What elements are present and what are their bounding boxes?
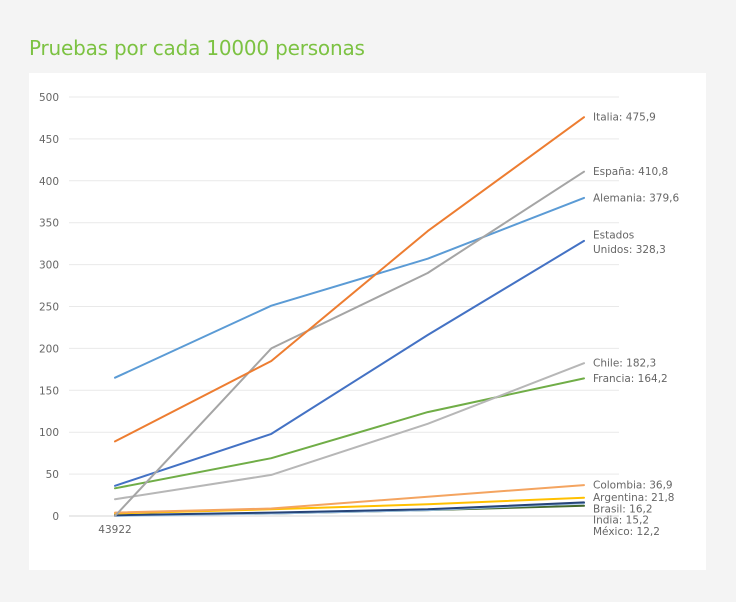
- x-tick-label: 43922: [98, 524, 131, 536]
- series-end-label: Francia: 164,2: [593, 373, 668, 385]
- y-tick-label: 200: [39, 343, 59, 355]
- series-end-label: Argentina: 21,8: [593, 492, 674, 504]
- chart-panel: 0 50 100 150 200 250 300 350 400 450 500 43922 Itali…: [29, 73, 706, 570]
- series-line-italia: [114, 116, 585, 443]
- series-end-label: Italia: 475,9: [593, 112, 656, 124]
- y-tick-label: 450: [39, 134, 59, 146]
- series-end-label: México: 12,2: [593, 526, 660, 538]
- series-line-estados-unidos: [114, 239, 585, 487]
- y-tick-label: 0: [52, 511, 59, 523]
- series-end-label: Chile: 182,3: [593, 358, 656, 370]
- y-tick-label: 250: [39, 302, 59, 314]
- y-tick-label: 350: [39, 218, 59, 230]
- series-line-francia: [114, 377, 585, 490]
- series-line-españa: [114, 170, 585, 517]
- y-tick-label: 50: [46, 469, 59, 481]
- series-line-alemania: [114, 196, 585, 379]
- y-tick-label: 400: [39, 176, 59, 188]
- series-line-brasil: [114, 501, 585, 517]
- series-line-colombia: [114, 484, 585, 514]
- series-end-label: Alemania: 379,6: [593, 192, 679, 204]
- y-tick-label: 100: [39, 427, 59, 439]
- series-line-chile: [114, 362, 585, 501]
- series-end-label: Brasil: 16,2: [593, 503, 653, 515]
- y-tick-label: 500: [39, 92, 59, 104]
- chart-title: Pruebas por cada 10000 personas: [29, 36, 365, 60]
- series-end-label: Estados Unidos: 328,3: [593, 230, 666, 256]
- y-tick-label: 300: [39, 260, 59, 272]
- series-end-label: India: 15,2: [593, 515, 649, 527]
- line-chart: 0 50 100 150 200 250 300 350 400 450 500 43922 Itali…: [39, 92, 680, 538]
- y-tick-label: 150: [39, 385, 59, 397]
- series-end-label: España: 410,8: [593, 166, 668, 178]
- series-end-label: Colombia: 36,9: [593, 480, 673, 492]
